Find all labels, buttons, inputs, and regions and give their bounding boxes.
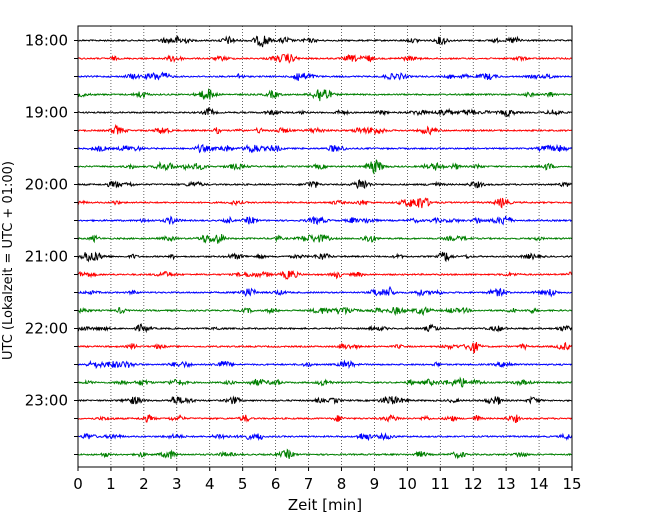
y-tick-label: 23:00	[25, 392, 68, 410]
x-tick-label: 1	[106, 475, 116, 493]
seismogram-trace	[77, 123, 573, 136]
x-tick-label: 0	[73, 475, 83, 493]
x-tick-label: 2	[139, 475, 149, 493]
seismogram-trace	[77, 285, 573, 298]
seismogram-trace	[77, 35, 573, 48]
seismogram-trace	[77, 395, 573, 405]
y-tick-label: 19:00	[25, 104, 68, 122]
seismogram-trace	[77, 197, 573, 209]
seismogram-trace	[77, 179, 573, 190]
x-tick-label: 10	[398, 475, 417, 493]
x-tick-label: 12	[464, 475, 483, 493]
y-axis-label: UTC (Lokalzeit = UTC + 01:00)	[1, 161, 16, 360]
seismogram-trace	[77, 306, 573, 317]
seismogram-trace	[77, 233, 573, 244]
y-tick-label: 22:00	[25, 320, 68, 338]
seismogram-trace	[77, 448, 573, 460]
seismogram-trace	[77, 159, 573, 175]
seismogram-trace	[77, 432, 573, 442]
y-tick-label: 21:00	[25, 248, 68, 266]
seismogram-trace	[77, 341, 573, 354]
seismogram-trace	[77, 215, 573, 226]
seismogram-trace	[77, 251, 573, 263]
x-tick-label: 8	[337, 475, 347, 493]
seismogram-trace	[77, 88, 573, 102]
x-tick-label: 5	[238, 475, 248, 493]
y-tick-label: 18:00	[25, 32, 68, 50]
seismogram-trace	[77, 323, 573, 334]
seismogram-trace	[77, 376, 573, 388]
seismogram-trace	[77, 71, 573, 82]
x-tick-label: 9	[370, 475, 380, 493]
seismogram-trace	[77, 53, 573, 64]
seismogram-traces	[77, 35, 573, 460]
seismogram-trace	[77, 359, 573, 370]
x-tick-label: 15	[562, 475, 581, 493]
seismogram-trace	[77, 413, 573, 423]
x-axis-label: Zeit [min]	[288, 496, 362, 514]
x-tick-label: 4	[205, 475, 215, 493]
x-tick-label: 6	[271, 475, 281, 493]
plot-frame	[77, 25, 573, 468]
x-axis-ticks: 0 1 2 3 4 5 6 7 8 9 10 11 12 13 14 15	[73, 467, 582, 493]
y-tick-label: 20:00	[25, 176, 68, 194]
seismogram-trace	[77, 143, 573, 154]
x-tick-label: 14	[530, 475, 549, 493]
seismogram-trace	[77, 269, 573, 280]
x-tick-label: 13	[497, 475, 516, 493]
x-tick-label: 7	[304, 475, 314, 493]
y-axis-ticks: 18:00 19:00 20:00 21:00 22:00 23:00	[25, 32, 78, 455]
x-tick-label: 3	[172, 475, 182, 493]
x-tick-label: 11	[431, 475, 450, 493]
seismogram-trace	[77, 107, 573, 118]
